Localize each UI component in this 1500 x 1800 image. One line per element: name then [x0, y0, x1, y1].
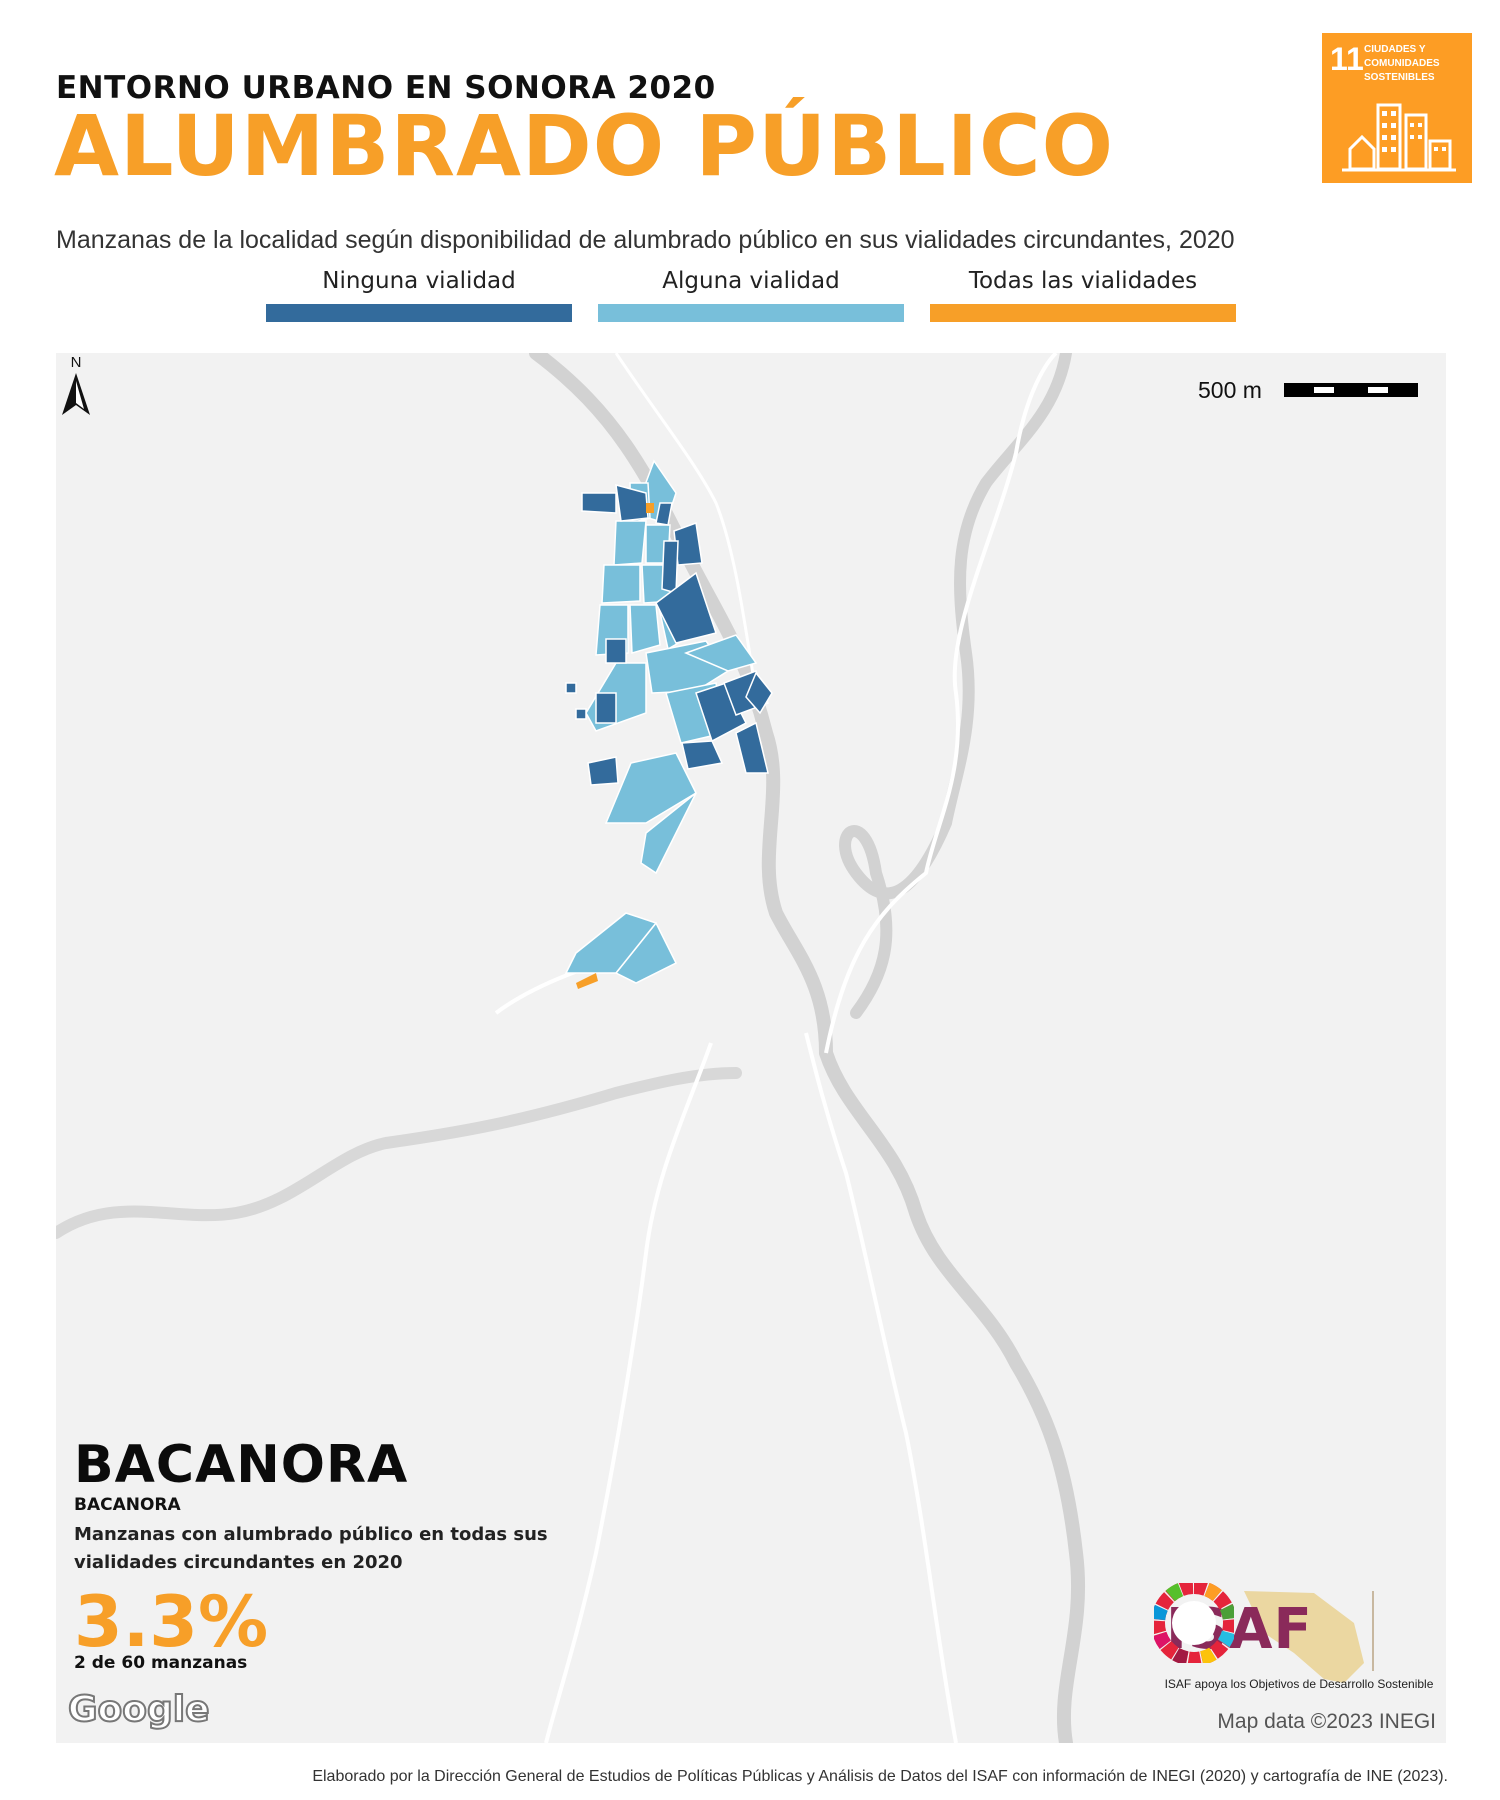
scale-label: 500 m	[1198, 377, 1262, 403]
north-arrow-icon: N	[62, 354, 90, 415]
legend-label-none: Ninguna vialidad	[322, 268, 516, 294]
footer-credits: Elaborado por la Dirección General de Es…	[312, 1768, 1448, 1785]
stat-value: 3.3%	[74, 1581, 269, 1663]
legend-swatch-none	[266, 304, 572, 322]
stat-count: 2 de 60 manzanas	[74, 1653, 248, 1673]
sdg-label: CIUDADES Y COMUNIDADES SOSTENIBLES	[1364, 44, 1440, 83]
sdg-11-badge: 11 CIUDADES Y COMUNIDADES SOSTENIBLES	[1322, 33, 1472, 183]
road-south-1	[544, 1042, 713, 1743]
locality-name: BACANORA	[74, 1435, 409, 1495]
page-title: ALUMBRADO PÚBLICO	[54, 97, 1115, 195]
legend-label-some: Alguna vialidad	[662, 268, 840, 294]
header-kicker: ENTORNO URBANO EN SONORA 2020	[56, 70, 716, 106]
sdg-wheel-icon	[1154, 1583, 1234, 1663]
highway	[56, 1067, 742, 1239]
legend-label-all: Todas las vialidades	[968, 268, 1198, 294]
map-canvas[interactable]	[56, 353, 1446, 1743]
river-east	[839, 353, 1072, 1019]
road-south-2	[804, 1032, 958, 1743]
sonora-shape-icon	[1244, 1591, 1364, 1683]
legend-all: Todas las vialidades	[930, 268, 1236, 322]
isaf-logo-block: ISAF ISAF apoya los Objetivos de Desarro…	[1154, 1583, 1444, 1693]
map[interactable]: 500 m N BACANORA BACANORA Manzanas con a…	[56, 353, 1446, 1743]
map-attribution: Map data ©2023 INEGI	[1217, 1710, 1436, 1733]
road-river-north	[614, 353, 758, 694]
city-buildings-icon	[1342, 103, 1456, 172]
google-logo: Google	[67, 1688, 211, 1731]
isaf-tagline: ISAF apoya los Objetivos de Desarrollo S…	[1164, 1677, 1434, 1691]
legend-none: Ninguna vialidad	[266, 268, 572, 322]
subtitle: Manzanas de la localidad según disponibi…	[56, 226, 1235, 254]
stat-description: Manzanas con alumbrado público en todas …	[74, 1524, 548, 1573]
legend-some: Alguna vialidad	[598, 268, 904, 322]
legend-swatch-some	[598, 304, 904, 322]
road-north	[824, 353, 1058, 1054]
blocks-all	[576, 503, 654, 989]
legend-swatch-all	[930, 304, 1236, 322]
sdg-number: 11	[1330, 41, 1364, 77]
blocks-none	[565, 483, 773, 786]
isaf-divider	[1372, 1591, 1374, 1671]
scale-bar	[1284, 383, 1418, 397]
municipality-name: BACANORA	[74, 1495, 181, 1515]
north-label: N	[71, 354, 82, 371]
